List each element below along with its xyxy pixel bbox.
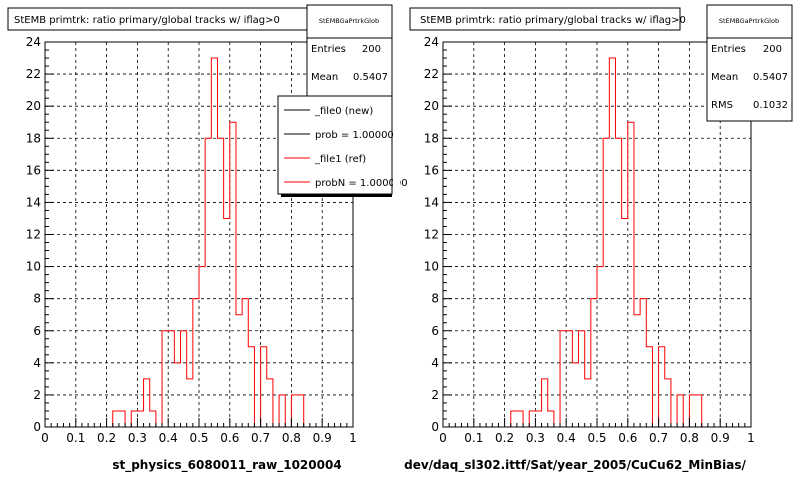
right-stats-title: StEMBGaPrtrkGlob <box>719 17 779 25</box>
legend-label-ref: _file1 (ref) <box>314 154 366 165</box>
right-stats-mean-value: 0.5407 <box>753 72 788 83</box>
y-tick-label: 20 <box>26 99 41 113</box>
x-tick-label: 0.8 <box>680 431 699 445</box>
y-tick-label: 16 <box>26 163 41 177</box>
y-tick-label: 24 <box>26 35 41 49</box>
right-stats-entries-value: 200 <box>763 44 782 55</box>
y-tick-label: 18 <box>424 131 439 145</box>
legend-label-probN: probN = 1.000000 <box>315 178 408 189</box>
y-tick-label: 2 <box>33 388 41 402</box>
x-tick-label: 0.6 <box>220 431 239 445</box>
y-tick-label: 0 <box>431 420 439 434</box>
x-tick-label: 0.4 <box>557 431 576 445</box>
left-title: StEMB primtrk: ratio primary/global trac… <box>14 15 280 26</box>
x-tick-label: 0.7 <box>649 431 668 445</box>
y-tick-label: 16 <box>424 163 439 177</box>
x-tick-label: 0.4 <box>159 431 178 445</box>
x-tick-label: 0.2 <box>495 431 514 445</box>
x-tick-label: 1 <box>747 431 755 445</box>
left-pad: StEMB primtrk: ratio primary/global trac… <box>7 0 408 480</box>
x-tick-label: 0.1 <box>66 431 85 445</box>
x-tick-label: 0.1 <box>464 431 483 445</box>
y-tick-label: 12 <box>424 228 439 242</box>
x-tick-label: 0.2 <box>97 431 116 445</box>
y-tick-label: 2 <box>431 388 439 402</box>
x-tick-label: 0.9 <box>711 431 730 445</box>
y-tick-label: 8 <box>431 292 439 306</box>
y-tick-label: 12 <box>26 228 41 242</box>
right-title: StEMB primtrk: ratio primary/global trac… <box>420 15 686 26</box>
legend-label-prob: prob = 1.000000 <box>315 130 400 141</box>
y-tick-label: 6 <box>431 324 439 338</box>
x-tick-label: 0.3 <box>526 431 545 445</box>
y-tick-label: 18 <box>26 131 41 145</box>
y-tick-label: 24 <box>424 35 439 49</box>
y-tick-label: 6 <box>33 324 41 338</box>
y-tick-label: 20 <box>424 99 439 113</box>
x-tick-label: 0.3 <box>128 431 147 445</box>
x-tick-label: 0 <box>439 431 447 445</box>
x-tick-label: 0.8 <box>282 431 301 445</box>
right-stats-rms-value: 0.1032 <box>753 100 788 111</box>
y-tick-label: 14 <box>26 195 41 209</box>
x-tick-label: 0.5 <box>587 431 606 445</box>
left-stats-entries-value: 200 <box>362 44 381 55</box>
right-stats-rms-label: RMS <box>711 100 733 111</box>
left-x-axis-label: st_physics_6080011_raw_1020004 <box>112 458 341 473</box>
right-stats-box <box>706 4 793 122</box>
right-pad: StEMB primtrk: ratio primary/global trac… <box>404 4 793 473</box>
legend-box <box>277 95 393 195</box>
x-tick-label: 0.9 <box>313 431 332 445</box>
right-stats-entries-label: Entries <box>711 44 746 55</box>
right-title-box <box>409 7 681 31</box>
left-stats-mean-label: Mean <box>311 72 338 83</box>
legend-label-new: _file0 (new) <box>314 106 373 117</box>
x-tick-label: 0.6 <box>618 431 637 445</box>
x-tick-label: 0 <box>41 431 49 445</box>
y-tick-label: 4 <box>33 356 41 370</box>
y-tick-label: 22 <box>424 67 439 81</box>
left-stats-entries-label: Entries <box>311 44 346 55</box>
y-tick-label: 22 <box>26 67 41 81</box>
x-tick-label: 0.5 <box>189 431 208 445</box>
y-tick-label: 8 <box>33 292 41 306</box>
left-stats-title: StEMBGaPrtrkGlob <box>319 17 379 25</box>
right-stats-mean-label: Mean <box>711 72 738 83</box>
y-tick-label: 10 <box>424 260 439 274</box>
x-tick-label: 1 <box>349 431 357 445</box>
y-tick-label: 10 <box>26 260 41 274</box>
y-tick-label: 0 <box>33 420 41 434</box>
right-plot-area: 0 0.1 0.2 0.3 0.4 0.5 0.6 0.7 0.8 0.9 102468101214… <box>424 35 755 445</box>
left-stats-mean-value: 0.5407 <box>353 72 388 83</box>
left-pad-edge <box>393 0 400 480</box>
x-tick-label: 0.7 <box>251 431 270 445</box>
right-x-axis-label: dev/daq_sl302.ittf/Sat/year_2005/CuCu62_… <box>404 458 746 473</box>
y-tick-label: 4 <box>431 356 439 370</box>
y-tick-label: 14 <box>424 195 439 209</box>
left-plot-area: 0 0.1 0.2 0.3 0.4 0.5 0.6 0.7 0.8 0.9 102468101214… <box>26 35 357 445</box>
